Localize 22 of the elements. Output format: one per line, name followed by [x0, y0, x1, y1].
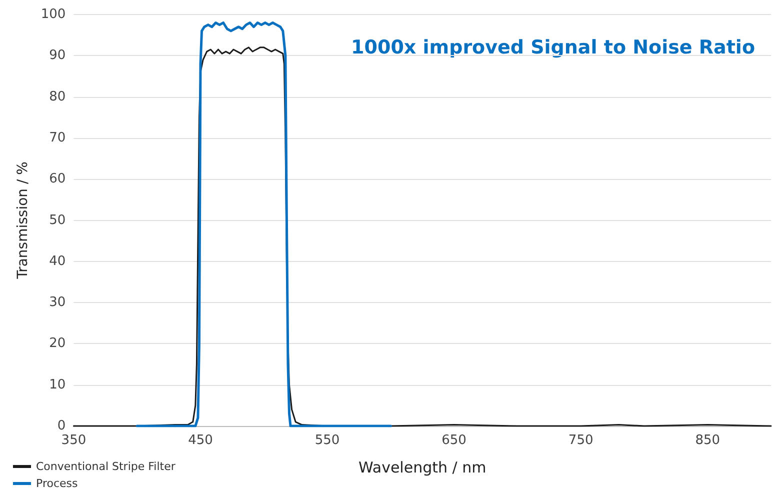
y-tick-label: 40 [49, 254, 66, 269]
x-tick-label: 550 [314, 433, 340, 448]
x-tick-label: 350 [61, 433, 86, 448]
y-tick-label: 100 [40, 7, 66, 22]
x-tick-label: 650 [442, 433, 466, 448]
y-tick-label: 0 [57, 418, 66, 434]
x-tick-label: 750 [568, 433, 594, 448]
y-tick-label: 90 [49, 48, 66, 64]
y-tick-label: 20 [49, 336, 66, 352]
y-tick-label: 70 [49, 130, 66, 146]
y-axis-title: Transmission / % [15, 162, 31, 280]
x-tick-label: 450 [188, 433, 213, 448]
y-tick-label: 60 [49, 172, 66, 187]
y-tick-label: 30 [49, 295, 66, 310]
legend-label: Conventional Stripe Filter [36, 460, 176, 473]
annotation: 1000x improved Signal to Noise Ratio [351, 36, 756, 58]
legend-label: Process [36, 477, 78, 490]
y-tick-label: 50 [49, 212, 66, 228]
x-axis-title: Wavelength / nm [358, 458, 486, 476]
y-tick-label: 10 [49, 377, 66, 392]
x-tick-label: 850 [695, 433, 720, 448]
y-tick-label: 80 [49, 89, 66, 104]
